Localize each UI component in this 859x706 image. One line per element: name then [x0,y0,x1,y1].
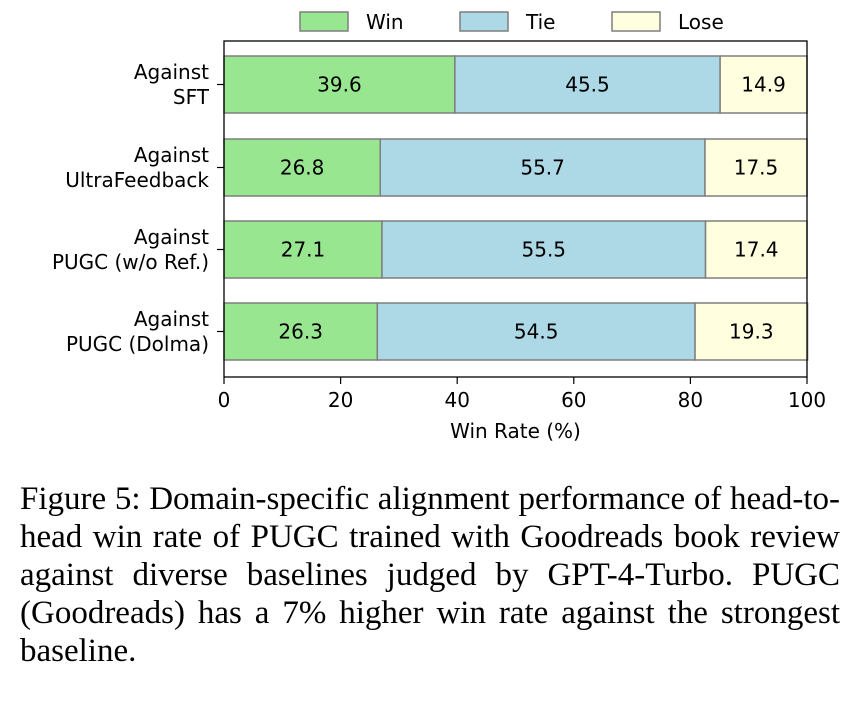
bar-lose-1 [719,55,808,114]
y-tick-label-1-line-1: Against [134,60,209,84]
data-label-win-2: 26.8 [280,156,325,180]
figure-caption: Figure 5: Domain-specific alignment perf… [20,481,840,669]
data-label-tie-1: 45.5 [565,73,610,97]
data-label-win-1: 39.6 [317,73,362,97]
data-label-lose-4: 19.3 [729,320,774,344]
x-tick-label-60: 60 [561,388,586,412]
data-label-tie-3: 55.5 [522,238,567,262]
x-tick-label-40: 40 [444,388,469,412]
legend-swatch-tie [459,11,509,32]
legend-label-win: Win [366,10,404,34]
y-tick-label-4-line-1: Against [134,307,209,331]
x-tick-label-20: 20 [328,388,353,412]
y-tick-label-1-line-2: SFT [173,85,210,109]
data-label-tie-4: 54.5 [514,320,559,344]
data-label-win-3: 27.1 [281,238,326,262]
x-tick-label-100: 100 [788,388,826,412]
y-tick-label-2-line-1: Against [134,143,209,167]
legend-swatch-lose [611,11,661,32]
bar-tie-3 [381,220,707,279]
bar-lose-3 [704,220,808,279]
plot-frame [223,40,808,378]
data-label-win-4: 26.3 [278,320,323,344]
x-tick-label-80: 80 [678,388,703,412]
y-tick-label-3-line-2: PUGC (w/o Ref.) [52,250,209,274]
legend-label-tie: Tie [525,10,555,34]
legend-swatch-win [299,11,349,32]
bar-tie-1 [454,55,721,114]
bar-win-1 [223,55,456,114]
bar-lose-2 [704,138,808,197]
bar-lose-4 [694,302,809,361]
data-label-lose-1: 14.9 [741,73,786,97]
legend-label-lose: Lose [678,10,724,34]
data-label-lose-2: 17.5 [734,156,779,180]
bar-win-3 [223,220,383,279]
y-tick-label-4-line-2: PUGC (Dolma) [66,332,209,356]
x-axis-label: Win Rate (%) [450,419,581,443]
bar-tie-4 [376,302,696,361]
data-label-lose-3: 17.4 [734,238,779,262]
data-label-tie-2: 55.7 [520,156,565,180]
y-tick-label-2-line-2: UltraFeedback [65,168,209,192]
x-tick-label-0: 0 [218,388,231,412]
y-tick-label-3-line-1: Against [134,225,209,249]
